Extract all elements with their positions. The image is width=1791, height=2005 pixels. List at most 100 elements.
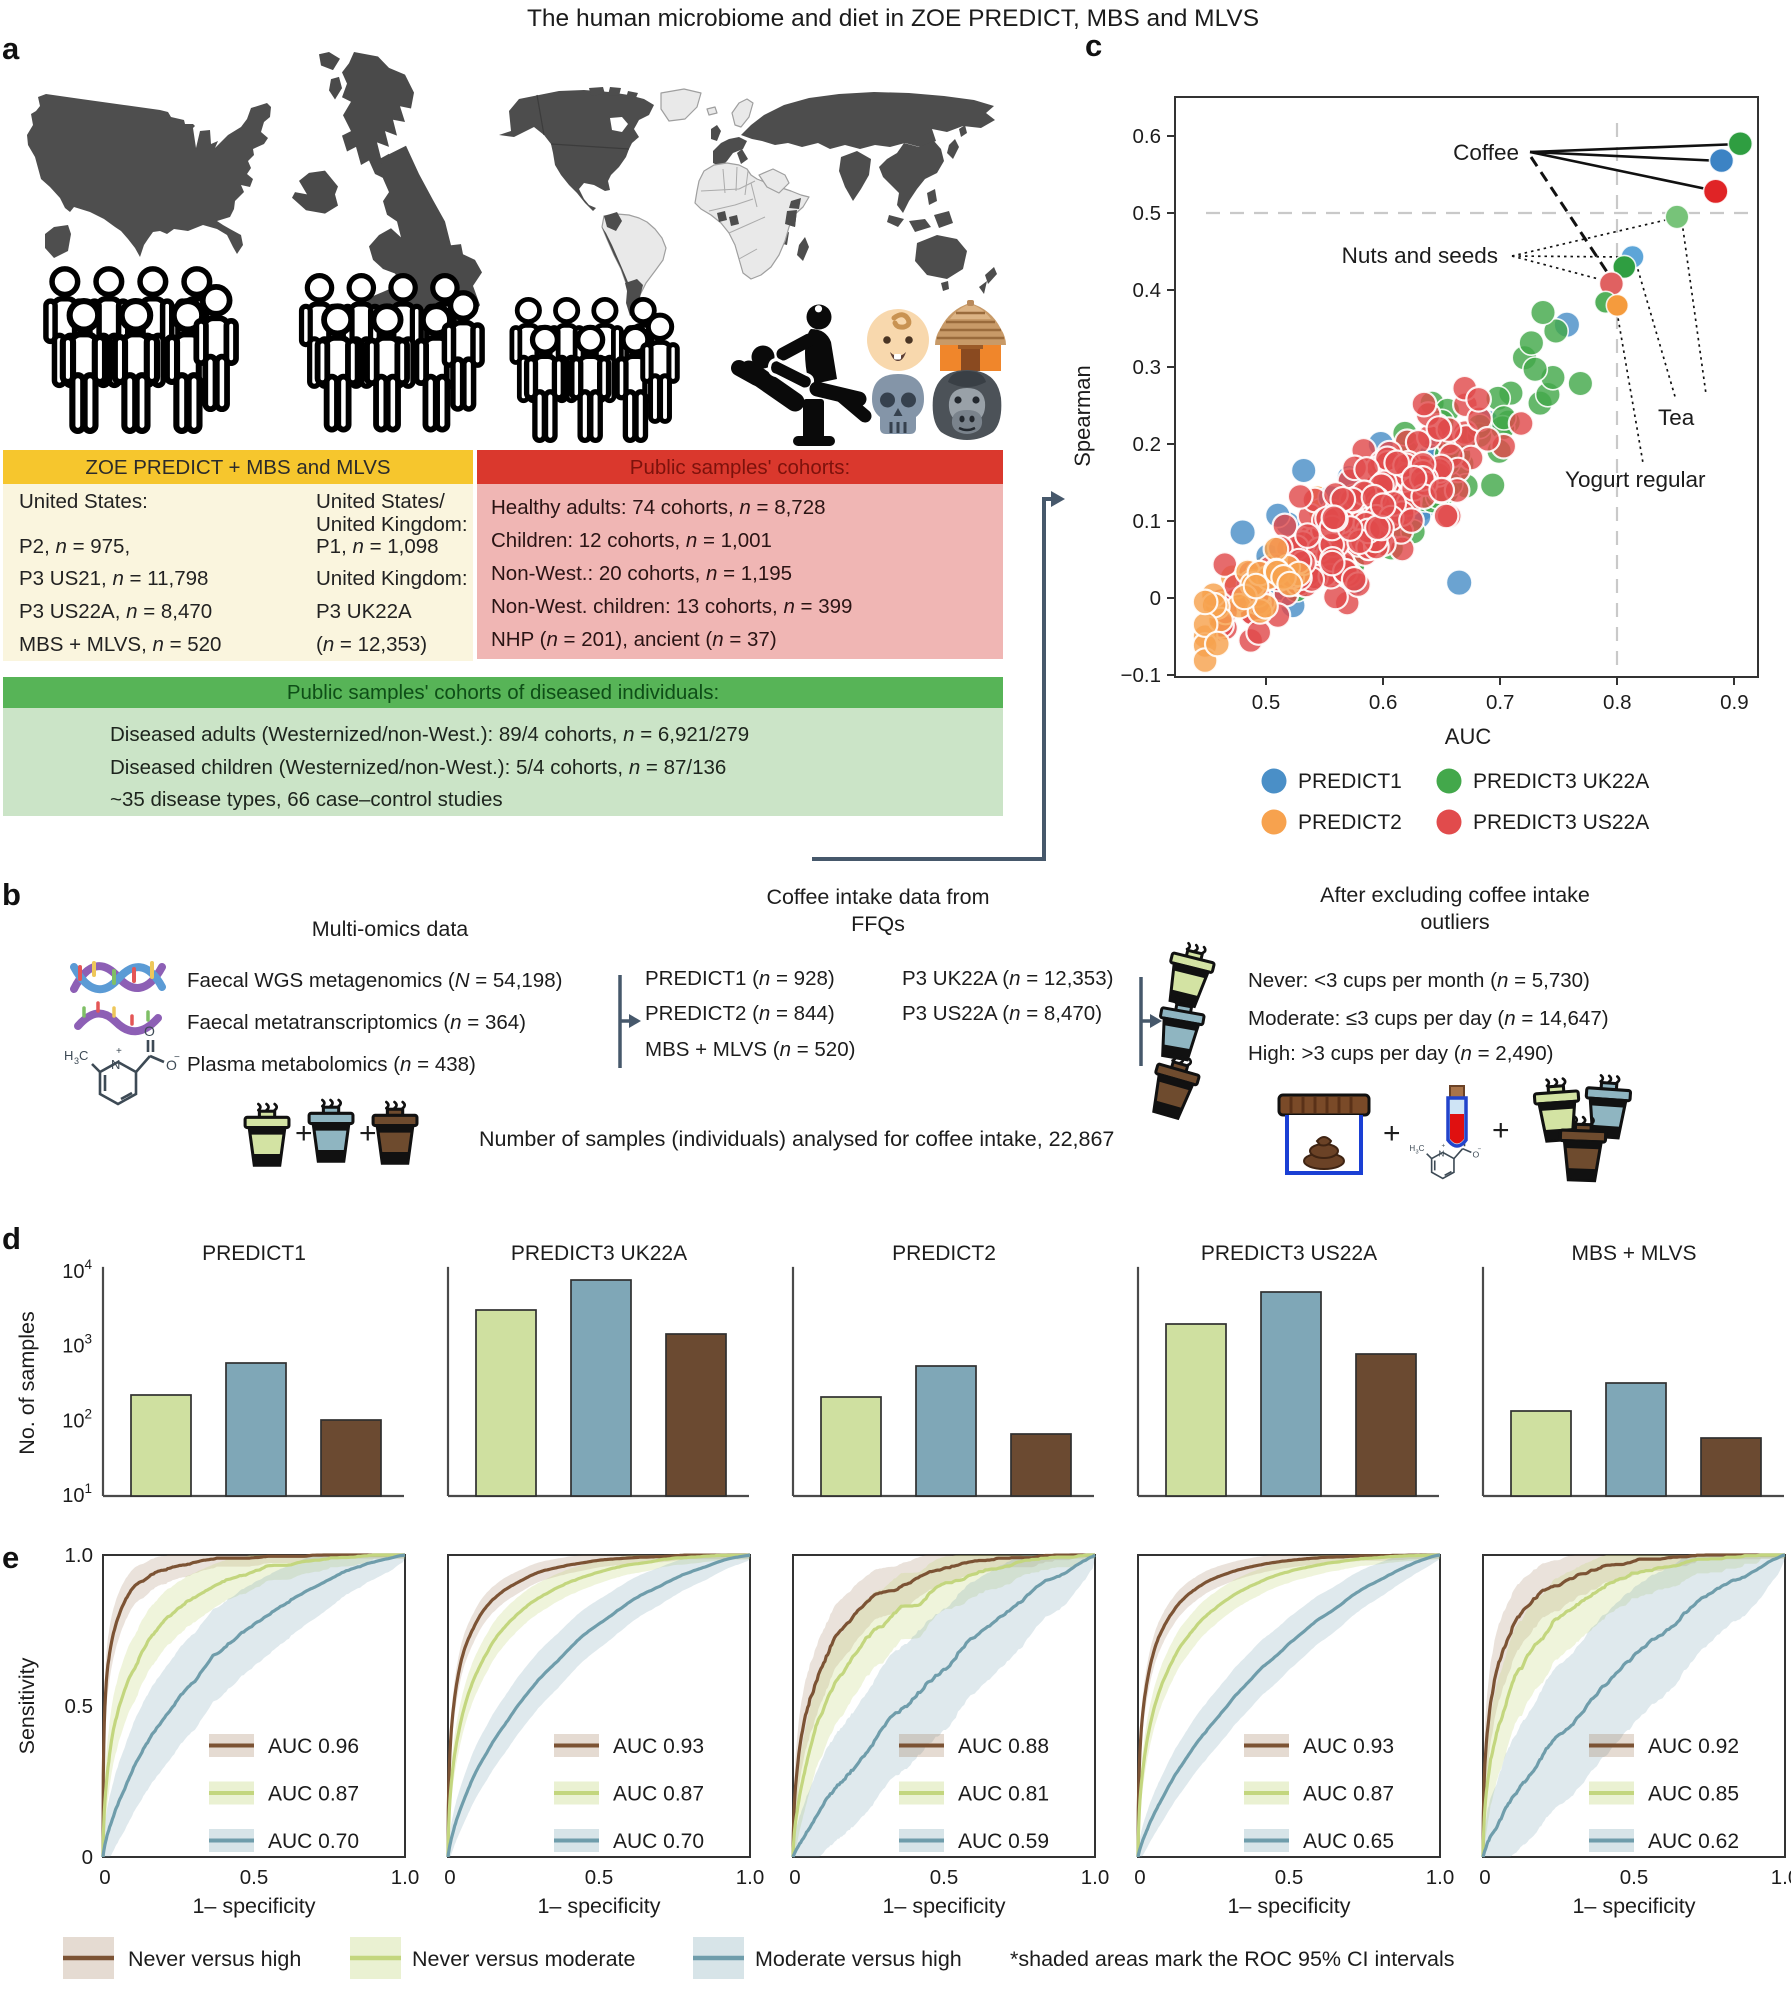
svg-text:1– specificity: 1– specificity <box>1572 1894 1695 1918</box>
svg-text:0: 0 <box>99 1866 110 1889</box>
svg-text:1– specificity: 1– specificity <box>192 1894 315 1918</box>
svg-text:P3 US22A, n = 8,470: P3 US22A, n = 8,470 <box>19 600 212 623</box>
svg-text:AUC 0.96: AUC 0.96 <box>268 1735 359 1758</box>
svg-text:0: 0 <box>1479 1866 1490 1889</box>
svg-text:AUC 0.59: AUC 0.59 <box>958 1830 1049 1853</box>
svg-text:United States:: United States: <box>19 490 148 513</box>
svg-text:3: 3 <box>1416 1150 1419 1156</box>
svg-text:0.5: 0.5 <box>1133 202 1162 225</box>
svg-text:N: N <box>111 1057 120 1072</box>
svg-text:Spearman: Spearman <box>1070 365 1095 467</box>
svg-text:H: H <box>64 1048 73 1063</box>
svg-text:P3 US21, n = 11,798: P3 US21, n = 11,798 <box>19 567 208 590</box>
svg-text:PREDICT3 UK22A: PREDICT3 UK22A <box>511 1242 687 1265</box>
svg-text:0: 0 <box>444 1866 455 1889</box>
svg-text:PREDICT3 US22A: PREDICT3 US22A <box>1201 1242 1377 1265</box>
svg-text:AUC 0.65: AUC 0.65 <box>1303 1830 1394 1853</box>
svg-text:PREDICT3 US22A: PREDICT3 US22A <box>1473 811 1649 834</box>
svg-text:AUC 0.93: AUC 0.93 <box>1303 1735 1394 1758</box>
svg-text:PREDICT2: PREDICT2 <box>892 1242 996 1265</box>
svg-text:1.0: 1.0 <box>65 1544 94 1567</box>
svg-text:d: d <box>2 1221 21 1256</box>
svg-text:~35 disease types, 66 case–con: ~35 disease types, 66 case–control studi… <box>110 788 503 811</box>
svg-text:1.0: 1.0 <box>1081 1866 1110 1889</box>
svg-text:P1, n = 1,098: P1, n = 1,098 <box>316 535 439 558</box>
svg-text:High: >3 cups per day (n = 2,4: High: >3 cups per day (n = 2,490) <box>1248 1042 1553 1065</box>
svg-text:+: + <box>295 1117 313 1150</box>
svg-text:1.0: 1.0 <box>736 1866 765 1889</box>
svg-text:e: e <box>2 1540 19 1575</box>
svg-text:0: 0 <box>82 1846 93 1869</box>
svg-text:P3 US22A (n = 8,470): P3 US22A (n = 8,470) <box>902 1002 1102 1025</box>
svg-text:b: b <box>2 877 21 912</box>
svg-text:0.9: 0.9 <box>1720 691 1749 714</box>
svg-text:−0.1: −0.1 <box>1121 664 1161 687</box>
svg-text:AUC 0.87: AUC 0.87 <box>1303 1783 1394 1806</box>
svg-text:AUC 0.81: AUC 0.81 <box>958 1783 1049 1806</box>
svg-text:Tea: Tea <box>1658 405 1695 430</box>
svg-text:MBS + MLVS, n = 520: MBS + MLVS, n = 520 <box>19 633 221 656</box>
svg-text:+: + <box>116 1046 122 1057</box>
svg-text:PREDICT2: PREDICT2 <box>1298 811 1402 834</box>
svg-text:H: H <box>1409 1144 1415 1153</box>
svg-text:MBS + MLVS (n = 520): MBS + MLVS (n = 520) <box>645 1038 855 1061</box>
svg-text:+: + <box>1442 1142 1446 1149</box>
svg-text:PREDICT2 (n = 844): PREDICT2 (n = 844) <box>645 1002 835 1025</box>
svg-text:PREDICT1: PREDICT1 <box>1298 770 1402 793</box>
svg-text:0.5: 0.5 <box>585 1866 614 1889</box>
svg-text:0.8: 0.8 <box>1603 691 1632 714</box>
svg-text:0.5: 0.5 <box>240 1866 269 1889</box>
svg-text:ZOE PREDICT + MBS and MLVS: ZOE PREDICT + MBS and MLVS <box>85 456 390 479</box>
svg-text:AUC 0.92: AUC 0.92 <box>1648 1735 1739 1758</box>
svg-text:MBS + MLVS: MBS + MLVS <box>1571 1242 1696 1265</box>
svg-text:C: C <box>1419 1144 1425 1153</box>
svg-text:NHP (n = 201), ancient (n = 37: NHP (n = 201), ancient (n = 37) <box>491 628 777 651</box>
svg-text:0.5: 0.5 <box>65 1695 94 1718</box>
svg-text:outliers: outliers <box>1420 910 1489 934</box>
svg-text:AUC 0.70: AUC 0.70 <box>268 1830 359 1853</box>
svg-text:AUC: AUC <box>1445 724 1492 749</box>
svg-text:AUC 0.62: AUC 0.62 <box>1648 1830 1739 1853</box>
svg-text:Faecal metatranscriptomics (n: Faecal metatranscriptomics (n = 364) <box>187 1011 526 1034</box>
svg-text:Moderate: ≤3 cups per day (n =: Moderate: ≤3 cups per day (n = 14,647) <box>1248 1007 1609 1030</box>
svg-text:AUC 0.88: AUC 0.88 <box>958 1735 1049 1758</box>
svg-text:PREDICT1 (n = 928): PREDICT1 (n = 928) <box>645 967 835 990</box>
svg-text:a: a <box>2 31 20 66</box>
svg-text:+: + <box>1492 1114 1510 1147</box>
svg-text:0.5: 0.5 <box>930 1866 959 1889</box>
svg-text:Never: <3 cups per month (n =: Never: <3 cups per month (n = 5,730) <box>1248 969 1590 992</box>
svg-text:Plasma metabolomics (n = 438): Plasma metabolomics (n = 438) <box>187 1053 476 1076</box>
svg-text:0.3: 0.3 <box>1133 356 1162 379</box>
svg-text:0: 0 <box>789 1866 800 1889</box>
svg-text:(n = 12,353): (n = 12,353) <box>316 633 427 656</box>
svg-text:0.5: 0.5 <box>1620 1866 1649 1889</box>
svg-text:P3 UK22A (n = 12,353): P3 UK22A (n = 12,353) <box>902 967 1113 990</box>
svg-text:Public samples' cohorts:: Public samples' cohorts: <box>630 456 850 479</box>
svg-text:Non-West. children: 13 cohorts: Non-West. children: 13 cohorts, n = 399 <box>491 595 852 618</box>
svg-text:United Kingdom:: United Kingdom: <box>316 567 468 590</box>
svg-text:Diseased adults (Westernized/n: Diseased adults (Westernized/non-West.):… <box>110 723 749 746</box>
svg-text:O: O <box>144 1023 155 1039</box>
svg-text:1.0: 1.0 <box>1771 1866 1791 1889</box>
svg-text:Never versus moderate: Never versus moderate <box>412 1947 635 1971</box>
svg-text:Faecal WGS metagenomics (N = 5: Faecal WGS metagenomics (N = 54,198) <box>187 969 562 992</box>
svg-text:Number of samples (individuals: Number of samples (individuals) analysed… <box>479 1127 1114 1151</box>
svg-text:0.6: 0.6 <box>1369 691 1398 714</box>
svg-text:−: − <box>1478 1146 1482 1153</box>
svg-text:PREDICT1: PREDICT1 <box>202 1242 306 1265</box>
svg-text:United States/: United States/ <box>316 490 445 513</box>
svg-text:Healthy adults: 74 cohorts, n: Healthy adults: 74 cohorts, n = 8,728 <box>491 496 826 519</box>
svg-text:P3 UK22A: P3 UK22A <box>316 600 412 623</box>
svg-text:AUC 0.70: AUC 0.70 <box>613 1830 704 1853</box>
svg-text:1.0: 1.0 <box>391 1866 420 1889</box>
svg-text:O: O <box>1473 1149 1480 1159</box>
svg-text:0: 0 <box>1150 587 1161 610</box>
svg-text:C: C <box>79 1048 88 1063</box>
svg-text:AUC 0.93: AUC 0.93 <box>613 1735 704 1758</box>
svg-text:No. of samples: No. of samples <box>15 1311 39 1454</box>
svg-text:Yogurt regular: Yogurt regular <box>1565 467 1706 492</box>
svg-text:PREDICT3 UK22A: PREDICT3 UK22A <box>1473 770 1649 793</box>
svg-text:AUC 0.87: AUC 0.87 <box>268 1783 359 1806</box>
svg-text:Multi-omics data: Multi-omics data <box>312 917 469 941</box>
svg-text:Public samples' cohorts of dis: Public samples' cohorts of diseased indi… <box>287 681 719 704</box>
